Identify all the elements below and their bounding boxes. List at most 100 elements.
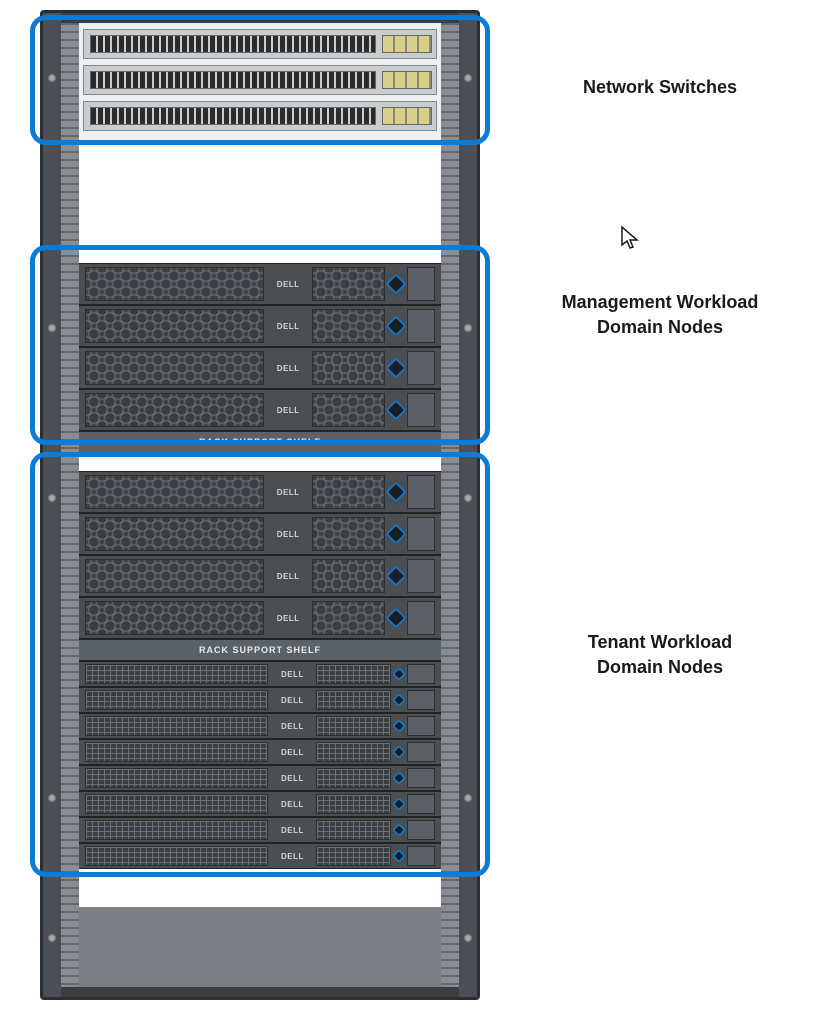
server-node-1u: DELL [79, 791, 441, 817]
screw [463, 323, 473, 333]
server-handle [407, 690, 435, 710]
server-faceplate [85, 664, 268, 684]
server-faceplate [316, 716, 391, 736]
server-led-icon [386, 524, 406, 544]
server-logo: DELL [266, 614, 310, 623]
server-led-icon [386, 482, 406, 502]
server-node-2u: DELL [79, 263, 441, 305]
label-management-nodes: Management Workload Domain Nodes [520, 290, 800, 340]
screw [47, 793, 57, 803]
server-logo: DELL [266, 322, 310, 331]
network-switch [83, 65, 437, 95]
server-led-icon [386, 608, 406, 628]
server-faceplate [316, 742, 391, 762]
server-handle [407, 517, 435, 551]
server-node-2u: DELL [79, 597, 441, 639]
server-faceplate [85, 794, 268, 814]
rack-frame: DELL DELL DELL DELL [40, 10, 480, 1000]
server-faceplate [85, 309, 264, 343]
server-led-icon [386, 274, 406, 294]
rack-interior: DELL DELL DELL DELL [79, 23, 441, 987]
server-logo: DELL [266, 572, 310, 581]
switch-uplink [382, 107, 432, 125]
server-faceplate [85, 716, 268, 736]
server-handle [407, 559, 435, 593]
server-faceplate [85, 475, 264, 509]
screw [47, 323, 57, 333]
server-faceplate [312, 267, 385, 301]
server-faceplate [312, 309, 385, 343]
server-node-2u: DELL [79, 555, 441, 597]
server-led-icon [392, 771, 406, 785]
rack-support-shelf: RACK SUPPORT SHELF [79, 431, 441, 453]
server-handle [407, 309, 435, 343]
server-logo: DELL [270, 670, 314, 679]
server-handle [407, 601, 435, 635]
server-handle [407, 742, 435, 762]
server-handle [407, 820, 435, 840]
screw [47, 493, 57, 503]
rack-rail-right [441, 23, 459, 987]
server-logo: DELL [266, 280, 310, 289]
server-handle [407, 393, 435, 427]
server-led-icon [392, 797, 406, 811]
server-faceplate [312, 351, 385, 385]
server-logo: DELL [270, 852, 314, 861]
server-faceplate [316, 846, 391, 866]
server-node-1u: DELL [79, 765, 441, 791]
rack-rail-left [61, 23, 79, 987]
label-network-switches: Network Switches [540, 75, 780, 100]
server-faceplate [85, 820, 268, 840]
server-logo: DELL [270, 696, 314, 705]
server-led-icon [386, 358, 406, 378]
rack-blank-space [79, 453, 441, 471]
screw [47, 933, 57, 943]
switch-uplink [382, 35, 432, 53]
server-led-icon [392, 823, 406, 837]
server-logo: DELL [266, 488, 310, 497]
server-faceplate [85, 559, 264, 593]
server-faceplate [312, 517, 385, 551]
server-led-icon [392, 719, 406, 733]
switch-ports [90, 107, 376, 125]
server-faceplate [85, 267, 264, 301]
server-faceplate [85, 690, 268, 710]
server-logo: DELL [270, 722, 314, 731]
server-logo: DELL [266, 364, 310, 373]
server-node-1u: DELL [79, 713, 441, 739]
server-faceplate [316, 664, 391, 684]
server-handle [407, 475, 435, 509]
server-node-1u: DELL [79, 661, 441, 687]
server-faceplate [85, 742, 268, 762]
server-node-1u: DELL [79, 817, 441, 843]
server-led-icon [392, 745, 406, 759]
server-faceplate [312, 559, 385, 593]
server-faceplate [85, 768, 268, 788]
server-faceplate [316, 820, 391, 840]
server-logo: DELL [266, 406, 310, 415]
server-faceplate [316, 690, 391, 710]
section-management-nodes: DELL DELL DELL DELL [79, 263, 441, 453]
server-handle [407, 351, 435, 385]
server-node-2u: DELL [79, 513, 441, 555]
server-handle [407, 768, 435, 788]
server-faceplate [85, 517, 264, 551]
rack-blank-space [79, 143, 441, 263]
server-node-2u: DELL [79, 347, 441, 389]
server-handle [407, 794, 435, 814]
server-logo: DELL [266, 530, 310, 539]
screw [463, 793, 473, 803]
server-led-icon [386, 566, 406, 586]
server-led-icon [392, 849, 406, 863]
server-faceplate [316, 794, 391, 814]
server-faceplate [85, 351, 264, 385]
switch-ports [90, 35, 376, 53]
server-led-icon [392, 693, 406, 707]
server-faceplate [312, 601, 385, 635]
server-node-2u: DELL [79, 389, 441, 431]
rack-bottom-panel [79, 907, 441, 987]
server-node-1u: DELL [79, 843, 441, 869]
label-tenant-nodes: Tenant Workload Domain Nodes [540, 630, 780, 680]
server-logo: DELL [270, 826, 314, 835]
server-faceplate [312, 475, 385, 509]
